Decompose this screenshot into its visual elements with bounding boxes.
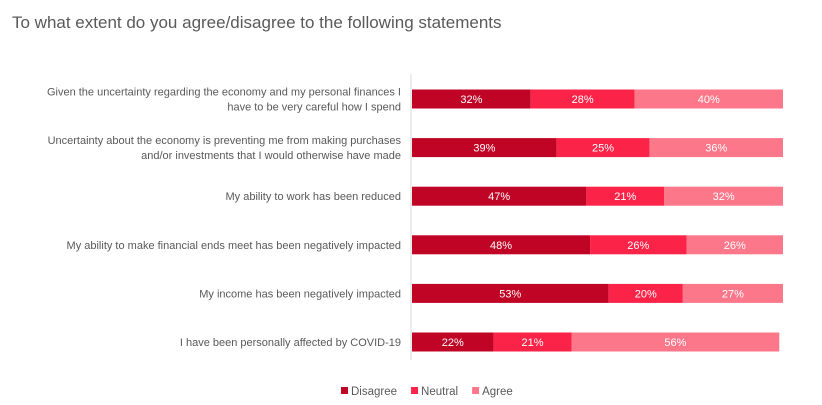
- chart-title: To what extent do you agree/disagree to …: [12, 13, 502, 32]
- bar-agree: [634, 89, 783, 109]
- bar-neutral: [608, 283, 683, 303]
- bar-disagree: [412, 138, 557, 158]
- data-label: 53%: [499, 288, 521, 300]
- data-label: 39%: [473, 143, 495, 155]
- category-label: My income has been negatively impacted: [199, 288, 401, 300]
- bar-neutral: [556, 138, 650, 158]
- bar-neutral: [586, 186, 665, 206]
- data-label: 27%: [722, 288, 744, 300]
- bar-disagree: [412, 235, 591, 255]
- data-label: 25%: [592, 143, 614, 155]
- data-label: 32%: [713, 191, 735, 203]
- legend-swatch-disagree: [341, 387, 348, 394]
- legend-label-neutral: Neutral: [421, 386, 458, 398]
- data-label: 40%: [698, 94, 720, 106]
- legend-swatch-agree: [472, 387, 480, 394]
- data-label: 36%: [705, 143, 727, 155]
- data-label: 22%: [442, 337, 464, 349]
- bar-agree: [571, 332, 780, 352]
- data-label: 20%: [635, 288, 657, 300]
- category-label: and/or investments that I would otherwis…: [141, 150, 401, 162]
- bar-disagree: [412, 283, 609, 303]
- category-label: Given the uncertainty regarding the econ…: [47, 87, 401, 99]
- bar-neutral: [590, 235, 687, 255]
- data-label: 47%: [488, 191, 510, 203]
- legend-swatch-neutral: [411, 387, 419, 394]
- bar-disagree: [412, 186, 587, 206]
- category-label: have to be very careful how I spend: [227, 102, 401, 114]
- data-label: 48%: [490, 240, 512, 252]
- category-label: My ability to work has been reduced: [226, 191, 401, 203]
- bar-disagree: [412, 89, 531, 109]
- category-label: Uncertainty about the economy is prevent…: [48, 135, 402, 147]
- data-label: 32%: [460, 94, 482, 106]
- category-label: I have been personally affected by COVID…: [180, 337, 401, 349]
- legend-label-disagree: Disagree: [351, 386, 397, 398]
- data-label: 28%: [572, 94, 594, 106]
- bar-disagree: [412, 332, 494, 352]
- bar-agree: [686, 235, 783, 255]
- legend-label-agree: Agree: [482, 386, 513, 398]
- data-label: 21%: [522, 337, 544, 349]
- data-label: 56%: [664, 337, 686, 349]
- data-label: 26%: [724, 240, 746, 252]
- data-label: 21%: [614, 191, 636, 203]
- category-label: My ability to make financial ends meet h…: [67, 240, 401, 252]
- data-label: 26%: [627, 240, 649, 252]
- bar-neutral: [530, 89, 635, 109]
- bar-agree: [649, 138, 783, 158]
- bar-agree: [682, 283, 783, 303]
- bar-neutral: [493, 332, 572, 352]
- bar-agree: [664, 186, 783, 206]
